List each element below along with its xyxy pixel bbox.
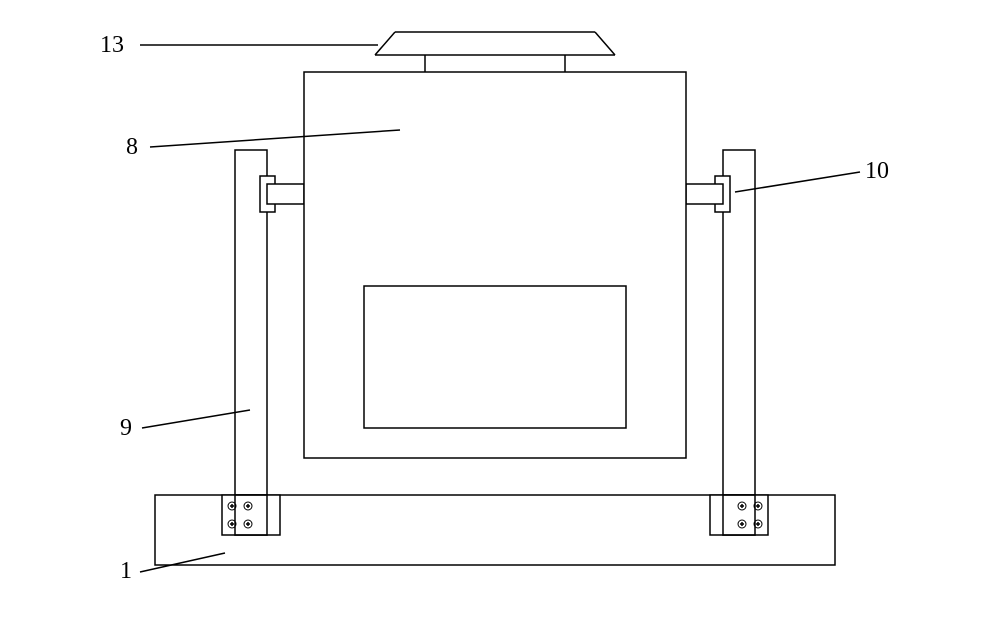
diagram-container: 13 8 10 9 1 <box>0 0 1000 619</box>
callout-label-9: 9 <box>120 415 132 442</box>
schematic-drawing <box>0 0 1000 619</box>
callout-label-8: 8 <box>126 134 138 161</box>
callout-label-10: 10 <box>865 158 889 185</box>
callout-label-13: 13 <box>100 32 124 59</box>
callout-label-1: 1 <box>120 558 132 585</box>
